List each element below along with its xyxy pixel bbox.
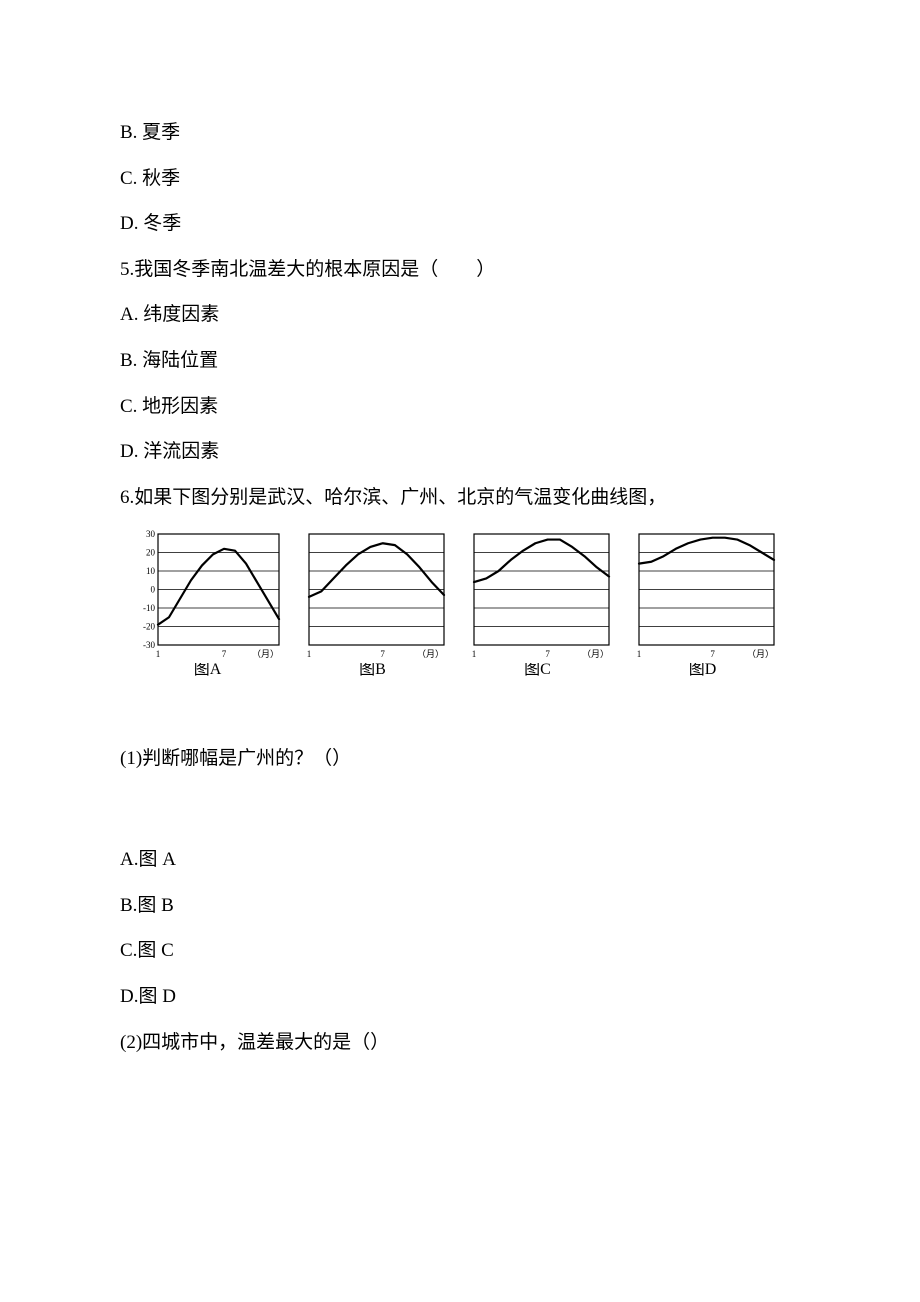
q4-option-d: D. 冬季 <box>120 201 800 247</box>
q4-option-b: B. 夏季 <box>120 110 800 156</box>
q5-option-a: A. 纬度因素 <box>120 292 800 338</box>
q6-sub1-option-b: B.图 B <box>120 883 800 929</box>
svg-text:（月）: （月） <box>252 649 279 659</box>
q6-sub1-option-c: C.图 C <box>120 928 800 974</box>
svg-text:（月）: （月） <box>747 649 774 659</box>
q5-option-b: B. 海陆位置 <box>120 338 800 384</box>
chart-d: 1 7 （月） <box>625 528 780 663</box>
q6-sub2: (2)四城市中，温差最大的是（） <box>120 1020 800 1066</box>
chart-c: 1 7 （月） <box>460 528 615 663</box>
svg-text:（月）: （月） <box>417 649 444 659</box>
svg-text:20: 20 <box>146 548 156 558</box>
svg-text:7: 7 <box>222 649 227 659</box>
svg-text:-30: -30 <box>143 640 155 650</box>
q5-option-d: D. 洋流因素 <box>120 429 800 475</box>
svg-text:-20: -20 <box>143 622 155 632</box>
svg-text:1: 1 <box>307 649 312 659</box>
q6-intro: 6.如果下图分别是武汉、哈尔滨、广州、北京的气温变化曲线图， <box>120 475 800 521</box>
svg-text:1: 1 <box>156 649 161 659</box>
svg-text:7: 7 <box>380 649 385 659</box>
svg-text:0: 0 <box>151 585 156 595</box>
svg-text:-10: -10 <box>143 603 155 613</box>
svg-text:30: 30 <box>146 529 156 539</box>
svg-text:7: 7 <box>710 649 715 659</box>
q5-option-c: C. 地形因素 <box>120 384 800 430</box>
chart-group-d: 17（月） 图D <box>625 528 780 679</box>
q6-sub1-option-d: D.图 D <box>120 974 800 1020</box>
q6-sub1: (1)判断哪幅是广州的？（） <box>120 736 800 782</box>
chart-group-b: 17（月） 图B <box>295 528 450 679</box>
svg-text:1: 1 <box>637 649 642 659</box>
charts-container: 3020100-10-20-3017（月） 图A 17（月） 图B 17（月） … <box>120 528 800 679</box>
chart-a: 30 20 10 0 -10 -20 -301 7 （月） <box>130 528 285 663</box>
svg-text:（月）: （月） <box>582 649 609 659</box>
chart-b: 1 7 （月） <box>295 528 450 663</box>
svg-text:1: 1 <box>472 649 477 659</box>
chart-group-a: 3020100-10-20-3017（月） 图A <box>130 528 285 679</box>
svg-text:7: 7 <box>545 649 550 659</box>
svg-text:10: 10 <box>146 566 156 576</box>
chart-group-c: 17（月） 图C <box>460 528 615 679</box>
q5-stem: 5.我国冬季南北温差大的根本原因是（ ） <box>120 247 800 293</box>
q6-sub1-option-a: A.图 A <box>120 837 800 883</box>
q4-option-c: C. 秋季 <box>120 156 800 202</box>
